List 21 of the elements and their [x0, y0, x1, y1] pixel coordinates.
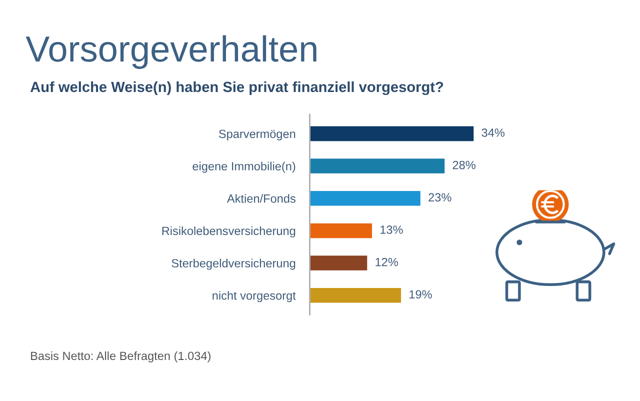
data-label: 13% — [380, 226, 403, 234]
text: Basis Netto: Alle Befragten (1.034) — [31, 351, 210, 362]
data-label: 34% — [482, 128, 504, 137]
bar — [310, 124, 476, 142]
y-tick-label: Aktien/Fonds — [226, 194, 296, 203]
chart-title: Vorsorgeverhalten — [26, 35, 316, 69]
y-tick-label: Sparvermögen — [218, 130, 296, 140]
bar — [310, 286, 402, 304]
y-tick-label: nicht vorgesorgt — [212, 291, 296, 302]
y-tick-label: Sterbegeldversicherung — [172, 258, 296, 270]
bar — [310, 190, 422, 208]
y-tick-label: Risikolebensversicherung — [162, 226, 296, 238]
data-label: 12% — [376, 258, 398, 266]
data-label: 23% — [428, 193, 452, 202]
bar — [310, 222, 374, 240]
data-label: 28% — [452, 160, 476, 170]
bar — [310, 254, 369, 272]
y-tick-label: eigene Immobilie(n) — [192, 162, 296, 173]
chart-subtitle: Auf welche Weise(n) haben Sie privat finanziell vorgesorgt? — [30, 81, 444, 96]
bar — [310, 157, 446, 175]
data-label: 19% — [410, 290, 432, 299]
